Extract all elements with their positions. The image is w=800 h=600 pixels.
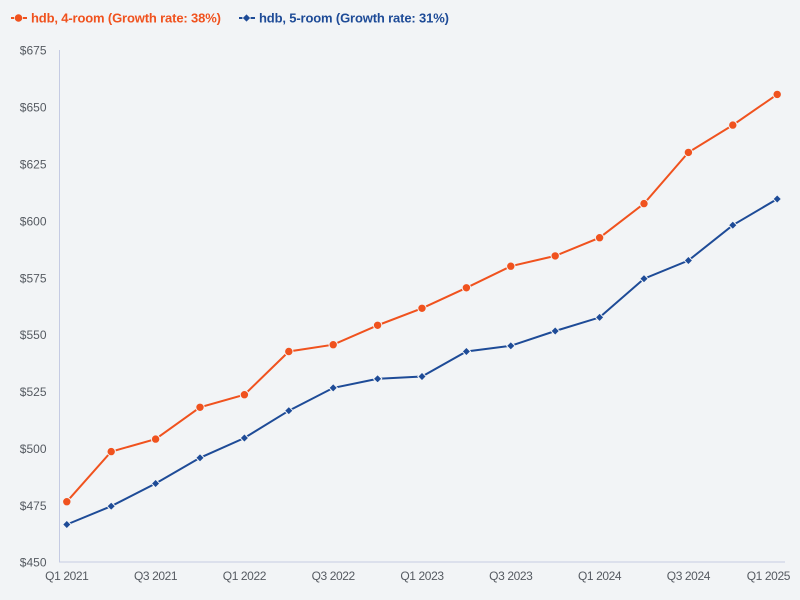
svg-text:hdb, 5-room (Growth rate: 31%): hdb, 5-room (Growth rate: 31%)	[259, 11, 449, 26]
svg-text:hdb, 4-room (Growth rate: 38%): hdb, 4-room (Growth rate: 38%)	[31, 11, 221, 26]
svg-text:$475: $475	[20, 499, 47, 513]
svg-text:$625: $625	[20, 158, 47, 172]
svg-text:Q1 2022: Q1 2022	[223, 569, 267, 583]
svg-text:$575: $575	[20, 271, 47, 285]
svg-text:Q1 2021: Q1 2021	[45, 569, 89, 583]
svg-text:Q1 2025: Q1 2025	[747, 569, 791, 583]
svg-text:Q1 2024: Q1 2024	[578, 569, 622, 583]
svg-text:$675: $675	[20, 44, 47, 58]
svg-text:$525: $525	[20, 385, 47, 399]
svg-text:$600: $600	[20, 214, 47, 228]
svg-text:Q3 2024: Q3 2024	[667, 569, 711, 583]
svg-text:$500: $500	[20, 442, 47, 456]
svg-text:$650: $650	[20, 101, 47, 115]
svg-text:Q1 2023: Q1 2023	[400, 569, 444, 583]
svg-text:Q3 2021: Q3 2021	[134, 569, 178, 583]
svg-text:$450: $450	[20, 556, 47, 570]
svg-text:Q3 2022: Q3 2022	[312, 569, 356, 583]
svg-text:Q3 2023: Q3 2023	[489, 569, 533, 583]
svg-text:$550: $550	[20, 328, 47, 342]
